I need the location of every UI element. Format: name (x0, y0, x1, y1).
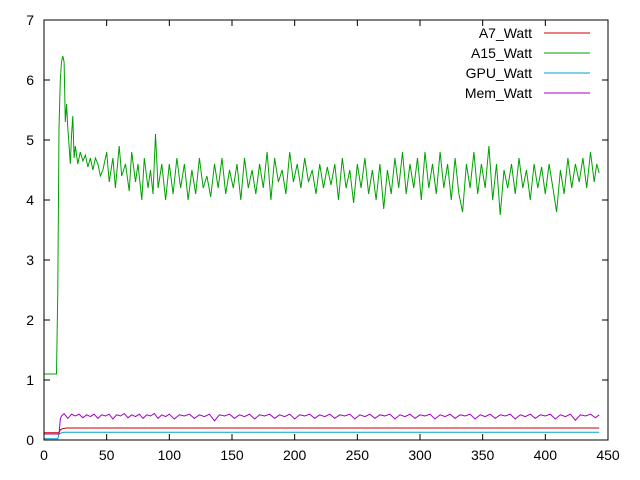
y-tick-label: 7 (26, 12, 34, 28)
x-tick-label: 100 (158, 447, 182, 463)
legend-label: Mem_Watt (465, 85, 532, 101)
x-tick-label: 350 (471, 447, 495, 463)
legend-label: A7_Watt (479, 25, 532, 41)
x-tick-label: 0 (40, 447, 48, 463)
y-tick-label: 2 (26, 312, 34, 328)
legend-label: GPU_Watt (466, 65, 532, 81)
y-tick-label: 0 (26, 432, 34, 448)
series-lines (44, 55, 600, 440)
legend: A7_Watt A15_Watt GPU_Watt Mem_Watt (465, 25, 590, 101)
x-tick-label: 50 (99, 447, 115, 463)
series-line-a7-watt (44, 427, 600, 434)
x-tick-label: 450 (596, 447, 620, 463)
y-tick-label: 6 (26, 72, 34, 88)
y-tick-label: 3 (26, 252, 34, 268)
y-tick-label: 1 (26, 372, 34, 388)
series-line-gpu-watt (44, 431, 600, 440)
x-tick-label: 400 (534, 447, 558, 463)
x-tick-label: 250 (346, 447, 370, 463)
legend-label: A15_Watt (471, 45, 532, 61)
axis-ticks (43, 19, 609, 441)
tick-labels: 0 50 100 150 200 250 300 350 400 450 0 1 2 3 4 5 6 7 (26, 12, 620, 463)
plot-frame (43, 19, 609, 441)
x-tick-label: 150 (220, 447, 244, 463)
series-line-mem-watt (44, 412, 600, 435)
x-tick-label: 200 (283, 447, 307, 463)
x-tick-label: 300 (408, 447, 432, 463)
y-tick-label: 4 (26, 192, 34, 208)
series-line-a15-watt (44, 55, 600, 375)
y-tick-label: 5 (26, 132, 34, 148)
